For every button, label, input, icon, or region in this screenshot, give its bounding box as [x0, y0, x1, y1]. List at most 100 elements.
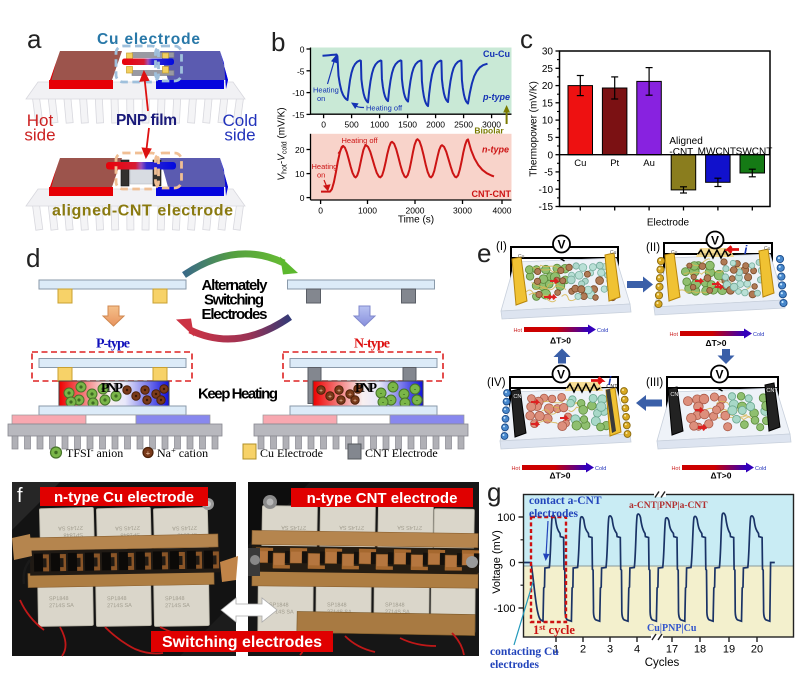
- svg-text:2714S SA: 2714S SA: [165, 603, 190, 609]
- svg-text:Alternately: Alternately: [202, 277, 269, 294]
- svg-text:on: on: [317, 94, 325, 103]
- svg-text:Cu: Cu: [671, 250, 678, 256]
- svg-text:+: +: [328, 393, 332, 400]
- svg-text:Hot: Hot: [27, 111, 54, 130]
- svg-text:SP1848: SP1848: [165, 596, 185, 602]
- svg-text:Na+ cation: Na+ cation: [157, 445, 208, 460]
- svg-text:0: 0: [547, 150, 553, 161]
- svg-text:V: V: [557, 238, 565, 252]
- svg-text:f: f: [17, 485, 23, 507]
- svg-text:+: +: [339, 397, 343, 404]
- svg-text:30: 30: [542, 47, 554, 58]
- svg-text:Thermopower (mV/K): Thermopower (mV/K): [529, 81, 540, 177]
- svg-text:SP1848: SP1848: [385, 602, 405, 608]
- svg-text:ΔT>0: ΔT>0: [550, 336, 571, 346]
- svg-text:-: -: [403, 390, 406, 399]
- svg-text:Cu: Cu: [574, 158, 586, 169]
- svg-text:PNP: PNP: [101, 380, 123, 395]
- svg-text:18: 18: [694, 644, 706, 656]
- svg-text:Cu: Cu: [610, 250, 617, 256]
- svg-text:-: -: [390, 396, 393, 405]
- svg-text:MWCNT: MWCNT: [698, 147, 736, 158]
- svg-text:Hot: Hot: [669, 332, 678, 338]
- svg-text:N-type: N-type: [354, 337, 390, 352]
- svg-text:+: +: [353, 397, 357, 404]
- svg-text:3000: 3000: [453, 206, 472, 216]
- svg-text:SP1848: SP1848: [327, 602, 347, 608]
- svg-text:-: -: [382, 398, 385, 407]
- svg-text:2714S SA: 2714S SA: [339, 524, 364, 530]
- svg-text:Heating off: Heating off: [366, 104, 403, 113]
- svg-text:1: 1: [553, 644, 559, 656]
- svg-text:-100: -100: [493, 603, 515, 615]
- svg-text:0: 0: [318, 206, 323, 216]
- svg-text:2714S SA: 2714S SA: [385, 609, 410, 615]
- svg-text:2714S SA: 2714S SA: [397, 524, 422, 530]
- svg-text:Cu|PNP|Cu: Cu|PNP|Cu: [647, 623, 697, 634]
- svg-text:Electrodes: Electrodes: [202, 306, 268, 323]
- svg-text:ΔT>0: ΔT>0: [706, 338, 727, 348]
- svg-text:n-type: n-type: [482, 145, 509, 155]
- svg-text:ΔT>0: ΔT>0: [711, 471, 732, 481]
- svg-text:side: side: [224, 126, 255, 145]
- svg-text:2714S SA: 2714S SA: [269, 609, 294, 615]
- svg-text:b: b: [271, 27, 285, 57]
- svg-text:Time (s): Time (s): [398, 215, 434, 226]
- svg-text:electrodes: electrodes: [490, 659, 539, 671]
- svg-text:n-type CNT electrode: n-type CNT electrode: [307, 490, 458, 507]
- svg-text:-: -: [404, 399, 407, 408]
- svg-text:20: 20: [542, 81, 554, 92]
- svg-text:(II): (II): [646, 242, 660, 254]
- svg-text:-15: -15: [292, 110, 305, 120]
- svg-text:Cold: Cold: [597, 328, 608, 334]
- svg-text:Cold: Cold: [595, 466, 606, 472]
- svg-text:Au: Au: [643, 158, 655, 169]
- svg-text:SP1848: SP1848: [63, 531, 83, 538]
- svg-text:Cold: Cold: [753, 332, 764, 338]
- svg-text:CNT: CNT: [606, 384, 618, 390]
- svg-text:Electrode: Electrode: [647, 218, 690, 229]
- svg-text:-10: -10: [292, 88, 305, 98]
- svg-text:i: i: [744, 243, 748, 257]
- svg-text:17: 17: [666, 644, 678, 656]
- svg-text:contact a-CNT: contact a-CNT: [529, 495, 602, 507]
- svg-text:1500: 1500: [398, 120, 417, 130]
- svg-text:g: g: [487, 477, 501, 507]
- svg-text:Aligned: Aligned: [669, 136, 702, 147]
- svg-text:SWCNT: SWCNT: [736, 147, 773, 158]
- svg-text:-: -: [416, 396, 419, 405]
- svg-text:SP1848: SP1848: [49, 596, 69, 602]
- svg-text:(I): (I): [496, 241, 507, 253]
- svg-text:1000: 1000: [358, 206, 377, 216]
- svg-text:2500: 2500: [454, 120, 473, 130]
- svg-text:ΔT>0: ΔT>0: [550, 471, 571, 481]
- svg-text:-15: -15: [539, 202, 554, 213]
- svg-text:2714S SA: 2714S SA: [115, 524, 140, 531]
- svg-text:side: side: [24, 126, 55, 145]
- svg-text:Cycles: Cycles: [645, 657, 680, 669]
- svg-text:2000: 2000: [406, 206, 425, 216]
- svg-text:10: 10: [295, 169, 305, 179]
- svg-text:25: 25: [542, 64, 554, 75]
- svg-text:V: V: [711, 234, 719, 248]
- svg-text:2714S SA: 2714S SA: [58, 524, 83, 531]
- svg-text:Cu Electrode: Cu Electrode: [260, 446, 323, 460]
- svg-text:CNT: CNT: [766, 388, 778, 394]
- svg-text:(III): (III): [646, 377, 663, 389]
- svg-text:Heating: Heating: [312, 162, 338, 171]
- svg-text:100: 100: [497, 512, 515, 524]
- svg-text:-CNT: -CNT: [669, 147, 693, 158]
- svg-text:p-type: p-type: [482, 92, 510, 102]
- svg-text:2000: 2000: [426, 120, 445, 130]
- svg-text:4000: 4000: [493, 206, 512, 216]
- svg-text:Pt: Pt: [610, 158, 619, 169]
- svg-text:-: -: [414, 385, 417, 394]
- svg-text:Cold: Cold: [223, 111, 258, 130]
- svg-text:V: V: [557, 368, 565, 382]
- svg-text:SP1848: SP1848: [107, 596, 127, 602]
- svg-text:V: V: [715, 368, 723, 382]
- svg-text:a-CNT|PNP|a-CNT: a-CNT|PNP|a-CNT: [629, 501, 708, 511]
- svg-text:2714S SA: 2714S SA: [172, 524, 197, 531]
- svg-text:+: +: [348, 391, 352, 398]
- svg-text:20: 20: [751, 644, 763, 656]
